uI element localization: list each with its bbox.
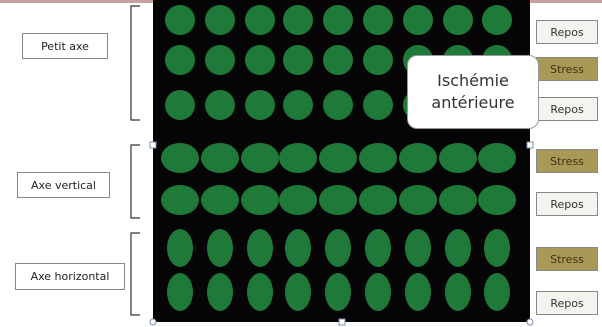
heart-slice: [363, 45, 393, 75]
heart-slice: [439, 185, 477, 215]
heart-slice: [363, 90, 393, 120]
heart-slice: [285, 229, 311, 267]
right-label: Repos: [536, 20, 598, 44]
heart-slice: [201, 143, 239, 173]
heart-slice: [439, 143, 477, 173]
heart-slice: [205, 5, 235, 35]
heart-slice: [165, 90, 195, 120]
heart-slice: [405, 229, 431, 267]
callout-line: antérieure: [408, 92, 538, 114]
right-label: Stress: [536, 149, 598, 173]
heart-slice: [484, 273, 510, 311]
heart-slice: [283, 5, 313, 35]
heart-slice: [478, 143, 516, 173]
brackets: [131, 6, 140, 315]
left-label: Petit axe: [22, 33, 108, 59]
heart-slice: [319, 143, 357, 173]
heart-slice: [247, 229, 273, 267]
bracket: [131, 6, 140, 120]
heart-slice: [445, 273, 471, 311]
heart-slice: [399, 143, 437, 173]
heart-slice: [245, 5, 275, 35]
heart-slice: [405, 273, 431, 311]
right-label: Repos: [536, 291, 598, 315]
heart-slice: [325, 229, 351, 267]
heart-slice: [161, 185, 199, 215]
heart-slice: [403, 5, 433, 35]
heart-slice: [443, 5, 473, 35]
heart-slice: [279, 185, 317, 215]
heart-slice: [245, 90, 275, 120]
heart-slice: [167, 273, 193, 311]
heart-slice: [359, 143, 397, 173]
heart-slice: [482, 5, 512, 35]
bracket: [131, 145, 140, 218]
heart-slice: [359, 185, 397, 215]
heart-slice: [484, 229, 510, 267]
heart-slice: [445, 229, 471, 267]
right-label: Repos: [536, 192, 598, 216]
heart-slice: [283, 45, 313, 75]
heart-slice: [161, 143, 199, 173]
heart-slice: [363, 5, 393, 35]
heart-slice: [478, 185, 516, 215]
heart-slice: [167, 229, 193, 267]
heart-slice: [325, 273, 351, 311]
bracket: [131, 233, 140, 315]
heart-slice: [399, 185, 437, 215]
right-label: Stress: [536, 247, 598, 271]
heart-slice: [205, 45, 235, 75]
callout: Ischémie antérieure: [407, 55, 539, 129]
left-label: Axe vertical: [17, 172, 110, 198]
heart-slice: [283, 90, 313, 120]
heart-slice: [207, 229, 233, 267]
heart-slice: [241, 143, 279, 173]
heart-slice: [205, 90, 235, 120]
callout-line: Ischémie: [408, 70, 538, 92]
heart-slice: [323, 5, 353, 35]
heart-slice: [247, 273, 273, 311]
heart-slice: [323, 45, 353, 75]
heart-slice: [323, 90, 353, 120]
left-label: Axe horizontal: [15, 263, 125, 290]
slide: Petit axe Axe vertical Axe horizontal Re…: [0, 0, 602, 327]
heart-slice: [201, 185, 239, 215]
right-label: Repos: [536, 97, 598, 121]
handle: [527, 319, 533, 325]
heart-slice: [245, 45, 275, 75]
handle: [150, 142, 156, 148]
heart-slice: [365, 229, 391, 267]
handle: [150, 319, 156, 325]
heart-slice: [207, 273, 233, 311]
heart-slice: [165, 45, 195, 75]
handle: [339, 319, 345, 325]
heart-slice: [165, 5, 195, 35]
heart-slice: [365, 273, 391, 311]
right-label: Stress: [536, 57, 598, 81]
heart-slice: [241, 185, 279, 215]
heart-slice: [285, 273, 311, 311]
heart-slice: [279, 143, 317, 173]
handle: [527, 142, 533, 148]
heart-slice: [319, 185, 357, 215]
